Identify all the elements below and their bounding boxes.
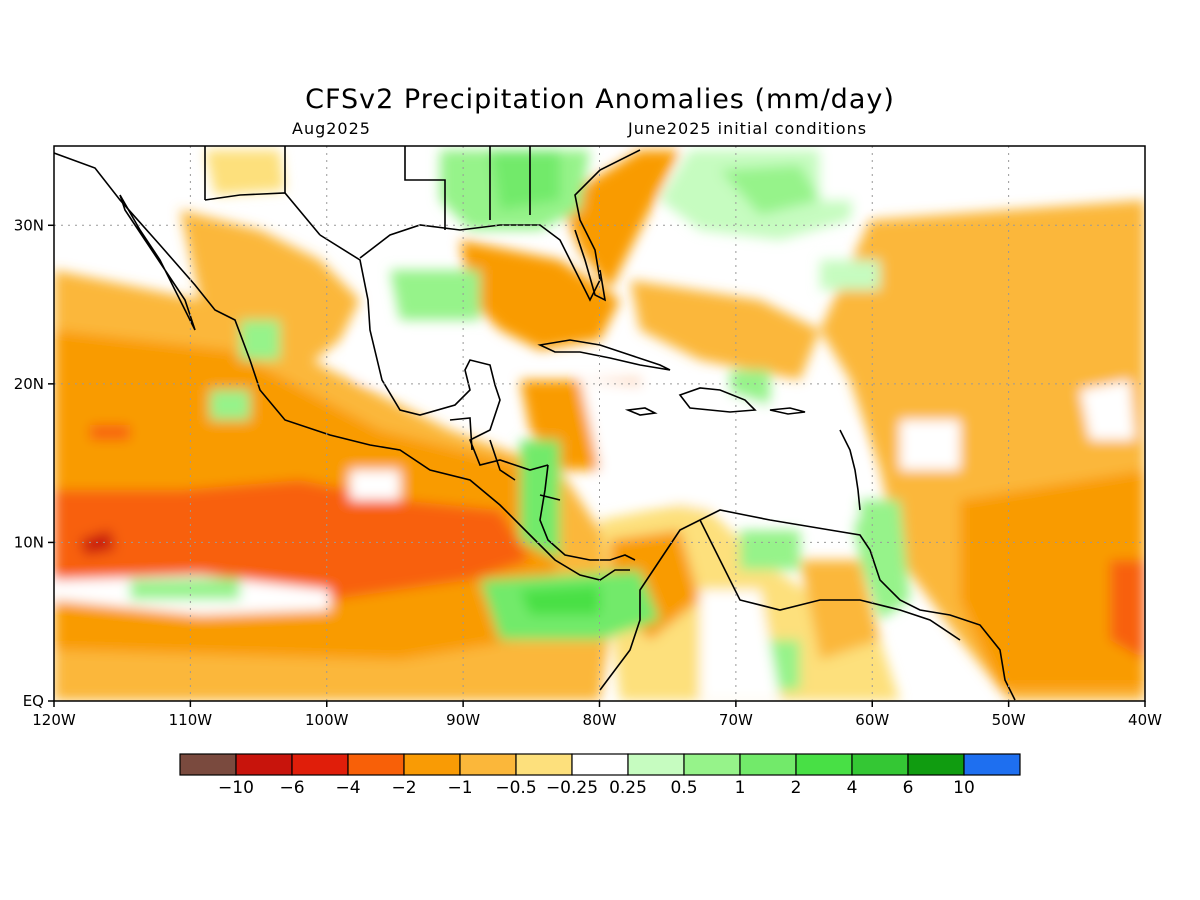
colorbar-swatch: [571, 753, 629, 776]
colorbar-label: 0.25: [609, 778, 647, 798]
coastline-western-mexico: [54, 152, 630, 581]
colorbar-label: −0.25: [546, 778, 598, 798]
coastline-us-gulf: [359, 149, 641, 302]
coastline-central-america-east: [539, 464, 636, 561]
colorbar-label: −10: [218, 778, 254, 798]
x-tick-label: 60W: [855, 711, 889, 729]
x-tick-label: 70W: [719, 711, 753, 729]
colorbar: −10 −6 −4 −2 −1 −0.5 −0.25 0.25 0.5 1 2 4 6 10: [179, 753, 1021, 798]
colorbar-label: 4: [847, 778, 858, 798]
graticule: [54, 146, 1145, 701]
colorbar-swatch: [459, 753, 517, 776]
colorbar-swatch: [403, 753, 461, 776]
x-tick-label: 120W: [32, 711, 76, 729]
precipitation-anomaly-field: [54, 146, 1145, 701]
colorbar-label: 0.5: [670, 778, 697, 798]
initial-conditions-label: June2025 initial conditions: [628, 119, 868, 138]
x-tick-label: 110W: [169, 711, 213, 729]
valid-month-label: Aug2025: [292, 119, 371, 138]
coastline-hispaniola: [678, 387, 757, 413]
colorbar-label: −6: [279, 778, 304, 798]
x-tick-label: 80W: [583, 711, 617, 729]
colorbar-swatch: [179, 753, 237, 776]
colorbar-swatch: [347, 753, 405, 776]
y-axis: EQ 10N 20N 30N: [14, 216, 54, 710]
colorbar-swatch: [907, 753, 965, 776]
colorbar-label: 10: [953, 778, 975, 798]
coastline-puerto-rico: [769, 407, 806, 415]
colorbar-swatch: [851, 753, 909, 776]
coastline-jamaica: [624, 407, 658, 416]
x-tick-label: 100W: [305, 711, 349, 729]
colorbar-swatch: [627, 753, 685, 776]
x-tick-label: 90W: [446, 711, 480, 729]
x-axis: 120W 110W 100W 90W 80W 70W 60W 50W 40W: [32, 701, 1162, 729]
y-tick-label: EQ: [23, 692, 44, 710]
colorbar-swatch: [235, 753, 293, 776]
colorbar-label: 1: [735, 778, 746, 798]
border-central-america: [449, 417, 561, 501]
coastlines: [54, 146, 1016, 701]
y-tick-label: 20N: [14, 375, 44, 393]
border-us-states: [204, 146, 531, 230]
colorbar-swatch: [963, 753, 1021, 776]
chart-title: CFSv2 Precipitation Anomalies (mm/day): [305, 84, 895, 115]
colorbar-label: 2: [791, 778, 802, 798]
x-tick-label: 40W: [1128, 711, 1162, 729]
colorbar-swatch: [739, 753, 797, 776]
colorbar-label: −1: [447, 778, 472, 798]
coastline-cuba: [537, 339, 671, 371]
colorbar-swatch: [795, 753, 853, 776]
colorbar-swatch: [515, 753, 573, 776]
coastline-south-america: [599, 509, 1016, 701]
y-tick-label: 30N: [14, 216, 44, 234]
colorbar-label: 6: [903, 778, 914, 798]
border-us-mexico: [204, 192, 321, 236]
x-tick-label: 50W: [992, 711, 1026, 729]
coastline-florida: [574, 229, 607, 302]
colorbar-label: −4: [335, 778, 360, 798]
border-south-america: [699, 519, 961, 641]
coastline-gulf-of-mexico: [319, 234, 549, 471]
y-tick-label: 10N: [14, 533, 44, 551]
colorbar-swatch: [683, 753, 741, 776]
colorbar-label: −0.5: [495, 778, 536, 798]
colorbar-label: −2: [391, 778, 416, 798]
colorbar-swatch: [291, 753, 349, 776]
coastline-lesser-antilles: [839, 429, 861, 511]
